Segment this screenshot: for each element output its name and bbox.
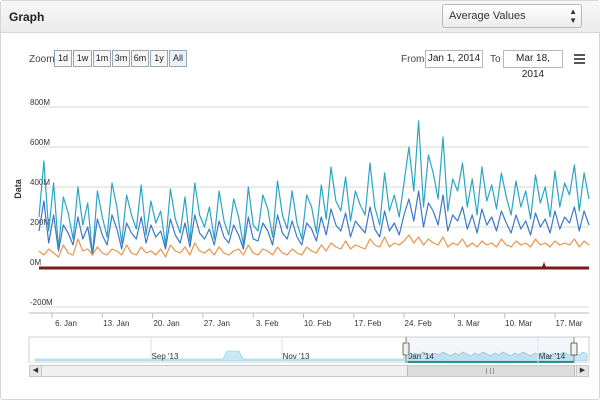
panel-header: Graph Average Values ▲ ▼ — [1, 1, 600, 33]
navigator-label: Nov '13 — [283, 352, 310, 361]
zoom-1y-button[interactable]: 1y — [150, 50, 168, 67]
navigator-right-handle[interactable] — [570, 342, 578, 356]
y-tick-label: 0M — [30, 258, 41, 267]
x-tick-label: 3. Mar — [457, 319, 480, 328]
scroll-grip-icon — [486, 368, 494, 374]
zoom-1m-button[interactable]: 1m — [93, 50, 111, 67]
series-line-blue — [38, 190, 590, 256]
panel-title: Graph — [9, 10, 45, 24]
navigator-selection[interactable] — [406, 337, 574, 363]
x-tick-label: 27. Jan — [204, 319, 230, 328]
navigator-label: Jan '14 — [408, 352, 434, 361]
zoom-1d-button[interactable]: 1d — [54, 50, 72, 67]
x-tick-label: 6. Jan — [55, 319, 77, 328]
x-tick-label: 10. Feb — [304, 319, 332, 328]
series-line-cyan — [38, 120, 590, 256]
x-tick-label: 17. Mar — [555, 319, 582, 328]
y-axis-label: Data — [13, 178, 23, 199]
from-date-input[interactable]: Jan 1, 2014 — [425, 50, 483, 68]
from-label: From — [401, 54, 425, 65]
to-date-input[interactable]: Mar 18, 2014 — [503, 50, 563, 80]
y-tick-label: -200M — [30, 298, 53, 307]
y-tick-label: 600M — [30, 138, 50, 147]
y-tick-label: 800M — [30, 98, 50, 107]
scroll-right-arrow-icon[interactable]: ▶ — [576, 366, 588, 376]
x-axis: 6. Jan 13. Jan 20. Jan 27. Jan 3. Feb 10. Feb… — [29, 312, 589, 328]
chart-gridlines — [39, 106, 589, 308]
zoom-label: Zoom — [29, 54, 55, 65]
scrollbar-thumb[interactable] — [407, 366, 575, 376]
series-line-orange — [38, 234, 590, 258]
x-tick-label: 20. Jan — [153, 319, 179, 328]
x-tick-label: 10. Mar — [505, 319, 532, 328]
hamburger-menu-icon[interactable] — [574, 54, 585, 64]
x-tick-label: 24. Feb — [405, 319, 433, 328]
y-tick-label: 400M — [30, 178, 50, 187]
x-tick-label: 3. Feb — [256, 319, 279, 328]
metric-select-value: Average Values — [449, 10, 526, 22]
chart-series — [38, 120, 590, 270]
scroll-left-arrow-icon[interactable]: ◀ — [30, 366, 42, 376]
zoom-6m-button[interactable]: 6m — [131, 50, 149, 67]
x-tick-label: 17. Feb — [354, 319, 382, 328]
x-tick-label: 13. Jan — [103, 319, 129, 328]
updown-arrows-icon: ▲ ▼ — [569, 7, 577, 25]
zoom-3m-button[interactable]: 3m — [112, 50, 130, 67]
navigator[interactable]: Sep '13 Nov '13 Jan '14 Mar '14 — [28, 336, 590, 363]
navigator-series — [34, 350, 588, 362]
horizontal-scrollbar[interactable]: ◀ ▶ — [29, 365, 589, 377]
series-spike — [542, 262, 546, 267]
zoom-1w-button[interactable]: 1w — [73, 50, 92, 67]
metric-select[interactable]: Average Values ▲ ▼ — [442, 4, 582, 28]
navigator-label: Mar '14 — [539, 352, 566, 361]
navigator-label: Sep '13 — [152, 352, 179, 361]
zoom-all-button[interactable]: All — [169, 50, 187, 67]
to-label: To — [490, 54, 501, 65]
